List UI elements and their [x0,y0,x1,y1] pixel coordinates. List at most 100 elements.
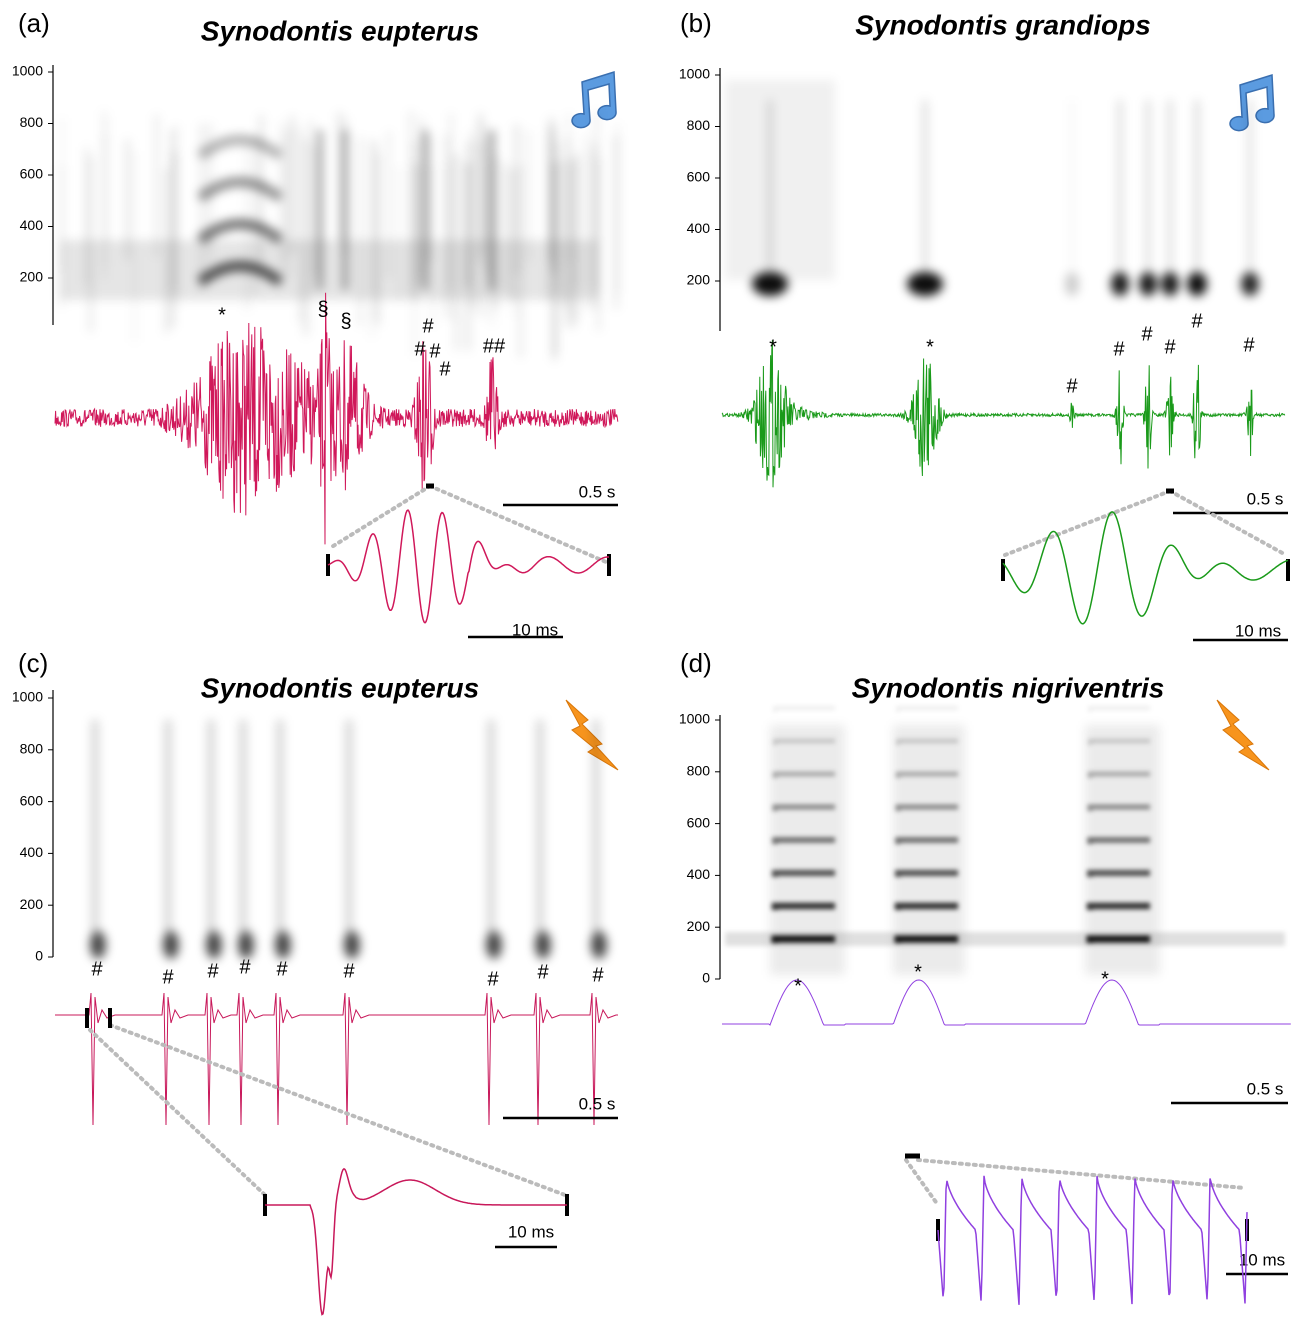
spectrogram-streak [317,130,323,290]
annotation: # [1141,323,1153,345]
annotation: * [926,336,934,358]
panel-title: Synodontis eupterus [201,15,479,46]
spectrogram-streak [155,115,158,257]
y-tick-label: 1000 [679,66,710,82]
spectrogram-haze [725,80,835,280]
zoom-line [906,1160,938,1205]
spectrogram-blob [344,931,360,959]
spectrogram-streak [92,720,98,950]
spectrogram-streak [489,130,495,290]
y-tick-label: 400 [687,220,711,236]
y-tick-label: 200 [20,896,44,912]
y-tick-label: 0 [35,948,43,964]
spectrogram-blob [1111,272,1129,296]
y-tick-label: 400 [20,217,44,233]
spectrogram-streak [338,112,341,241]
spectrogram-streak [1118,100,1122,270]
spectrogram-harmonic [200,182,280,198]
y-tick-label: 0 [702,970,710,986]
spectrogram-harmonic [200,224,280,240]
annotation: * [914,961,922,983]
annotation: ## [483,335,506,357]
zoom-line [110,1025,565,1195]
spectrogram-harmonic [1090,939,1150,943]
spectrogram-harmonic [775,708,835,712]
annotation: # [537,961,549,983]
spectrogram-streak [1248,100,1252,270]
spectrogram-streak [550,117,553,262]
annotation: # [239,956,251,978]
spectrogram-blob [1241,272,1259,296]
spectrogram-streak [342,130,348,290]
annotation: # [439,358,451,380]
panel-title: Synodontis grandiops [855,9,1151,40]
spectrogram-streak [537,720,543,950]
spectrogram-blob [752,272,788,296]
panel-label: (a) [18,8,50,38]
annotation: # [592,964,604,986]
spectrogram-harmonic [1090,708,1150,712]
zoom-line [918,1160,1245,1188]
y-tick-label: 800 [687,763,711,779]
music-icon [572,72,616,128]
spectrogram-streak [277,720,283,950]
spectrogram-streak [370,139,373,339]
inset-waveform [265,1169,567,1315]
annotation: # [276,958,288,980]
spectrogram-blob [1187,272,1207,296]
annotation: # [1191,310,1203,332]
spectrogram [725,80,1259,296]
annotation: # [422,315,434,337]
spectrogram-streak [291,115,294,254]
annotation: # [162,966,174,988]
spectrogram-streak [105,116,108,243]
lightning-icon [566,700,618,770]
waveform [722,340,1285,487]
spectrogram-streak [240,720,246,950]
y-tick-label: 800 [687,117,711,133]
spectrogram-blob [535,931,551,959]
y-tick-label: 800 [20,114,44,130]
spectrogram-harmonic [898,708,958,712]
y-tick-label: 1000 [12,689,43,705]
annotation: # [414,338,426,360]
inset-waveform [328,510,609,623]
annotation: # [207,960,219,982]
annotation: * [794,975,802,997]
spectrogram-harmonic [775,939,835,943]
spectrogram-streak [165,720,171,950]
annotation: # [1113,338,1125,360]
spectrogram-blob [1161,272,1179,296]
y-tick-label: 800 [20,741,44,757]
spectrogram-streak [304,139,307,336]
spectrogram-streak [1070,100,1074,270]
y-tick-label: 600 [687,169,711,185]
spectrogram-streak [768,100,772,270]
spectrogram-streak [377,153,380,326]
spectrogram-streak [1195,100,1199,270]
panel-label: (d) [680,648,712,678]
spectrogram-streak [208,720,214,950]
zoom-line [1005,491,1170,555]
spectrogram-streak [593,720,599,950]
spectrogram-streak [488,720,494,950]
lightning-icon [1217,700,1269,770]
spectrogram [60,110,619,361]
annotation: * [1101,968,1109,990]
scale-bar-label: 10 ms [512,620,558,639]
inset-waveform [1003,512,1288,624]
spectrogram-blob [206,931,222,959]
spectrogram [90,720,607,959]
spectrogram-streak [1168,100,1172,270]
annotation: § [317,298,328,320]
panel-label: (c) [18,648,48,678]
panel-title: Synodontis eupterus [201,672,479,703]
y-tick-label: 400 [687,866,711,882]
y-tick-label: 600 [20,166,44,182]
scale-bar-label: 10 ms [1235,621,1281,640]
spectrogram-blob [486,931,502,959]
inset-waveform [938,1176,1247,1305]
annotation: § [340,310,351,332]
annotation: # [1066,375,1078,397]
panel-label: (b) [680,8,712,38]
